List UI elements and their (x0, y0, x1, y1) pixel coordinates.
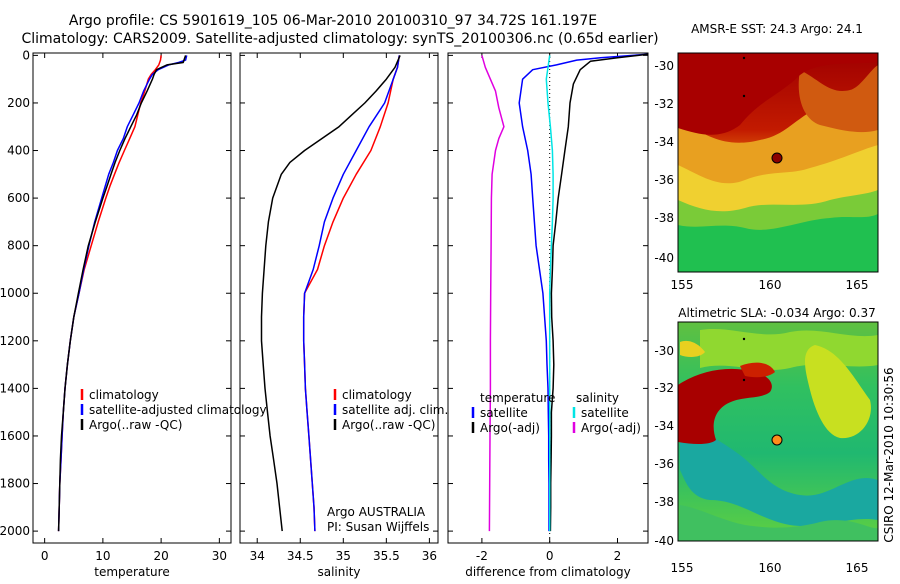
sst-map-frame (677, 52, 879, 273)
sla-xtick: 160 (759, 561, 782, 575)
x-tick-label: 0 (41, 549, 49, 563)
legend-label: Argo(-adj) (581, 421, 641, 435)
legend-label: satellite (581, 406, 629, 420)
sla-ytick: -34 (654, 419, 674, 433)
x-tick-label: 36 (422, 549, 437, 563)
sla-map-title: Altimetric SLA: -0.034 Argo: 0.37 (678, 306, 875, 320)
sst-map: AMSR-E SST: 24.3 Argo: 24.1 -30 -32 -34 … (654, 22, 879, 292)
sla-ytick: -38 (654, 495, 674, 509)
sst-map-title: AMSR-E SST: 24.3 Argo: 24.1 (691, 22, 863, 36)
sst-map-field (678, 53, 878, 272)
figure-title-line1: Argo profile: CS 5901619_105 06-Mar-2010… (69, 13, 597, 29)
salinity-panel: 34 34.5 35 35.5 36 salinity climatologysatelli… (239, 52, 448, 579)
x-tick-label: 35.5 (373, 549, 400, 563)
y-tick-label: 800 (7, 239, 30, 253)
y-tick-label: 1400 (0, 381, 30, 395)
figure-title-line2: Climatology: CARS2009. Satellite-adjuste… (21, 31, 658, 47)
plot-frame (447, 52, 649, 544)
sla-map-field (678, 322, 878, 541)
x-axis-label: temperature (94, 565, 169, 579)
sla-ytick: -36 (654, 457, 674, 471)
x-tick-label: 34.5 (287, 549, 314, 563)
y-tick-label: 1600 (0, 429, 30, 443)
legend-label: satellite (480, 406, 528, 420)
y-tick-label: 1200 (0, 334, 30, 348)
csiro-timestamp: CSIRO 12-Mar-2010 10:30:56 (882, 367, 896, 542)
y-tick-label: 600 (7, 191, 30, 205)
series-line-climatology (302, 55, 401, 532)
y-tick-label: 200 (7, 96, 30, 110)
x-tick-label: 2 (614, 549, 622, 563)
y-tick-label: 400 (7, 144, 30, 158)
legend-group-title: temperature (480, 391, 555, 405)
series-line-salinity-satellite (545, 55, 554, 532)
sla-map-frame (677, 321, 879, 542)
sst-ytick: -30 (654, 59, 674, 73)
x-tick-label: 34 (250, 549, 265, 563)
sla-map: Altimetric SLA: -0.034 Argo: 0.37 -30 -3… (654, 306, 879, 575)
x-tick-label: -2 (476, 549, 488, 563)
series-line-temperature-satellite (518, 53, 649, 532)
legend-label: climatology (342, 388, 412, 402)
y-tick-label: 1000 (0, 286, 30, 300)
sst-ytick: -32 (654, 97, 674, 111)
plot-frame (32, 52, 232, 544)
x-tick-label: 0 (546, 549, 554, 563)
sst-xtick: 160 (759, 278, 782, 292)
difference-panel: -2 0 2 difference from climatology temperatu… (447, 52, 649, 579)
legend-label: climatology (89, 388, 159, 402)
sla-track-point (742, 337, 746, 341)
sla-ytick: -32 (654, 381, 674, 395)
sla-ytick: -40 (654, 534, 674, 548)
series-line-satellite-adj-clim- (302, 55, 401, 532)
sla-track-point (742, 378, 746, 382)
series-line-argo-raw-qc- (260, 55, 401, 532)
sst-xtick: 165 (846, 278, 869, 292)
sla-xtick: 165 (846, 561, 869, 575)
series-line-salinity-argo-adj- (481, 55, 505, 532)
legend-label: satellite-adjusted climatology (89, 403, 267, 417)
sla-xtick: 155 (671, 561, 694, 575)
sst-track-point (742, 56, 746, 60)
series-line-temperature-argo-adj- (549, 53, 649, 532)
x-tick-label: 20 (153, 549, 168, 563)
sla-argo-float-marker (771, 434, 783, 446)
series-line-climatology (57, 55, 162, 532)
x-axis-label: salinity (317, 565, 360, 579)
y-tick-label: 0 (22, 48, 30, 62)
x-tick-label: 35 (336, 549, 351, 563)
sst-ytick: -40 (654, 251, 674, 265)
float-info-annotation: PI: Susan Wijffels (327, 520, 429, 534)
sst-track-point (742, 94, 746, 98)
temperature-panel: 0 10 20 30 0 200 400 600 800 1000 1200 1400 1600 1800… (0, 48, 267, 579)
sst-argo-float-marker (771, 152, 783, 164)
legend-label: Argo(..raw -QC) (89, 418, 182, 432)
sla-ytick: -30 (654, 344, 674, 358)
legend-label: satellite adj. clim. (342, 403, 448, 417)
x-axis-label: difference from climatology (465, 565, 631, 579)
legend-group-title: salinity (576, 391, 619, 405)
plot-frame (239, 52, 439, 544)
legend-label: Argo(..raw -QC) (342, 418, 435, 432)
sst-xtick: 155 (671, 278, 694, 292)
x-tick-label: 10 (95, 549, 110, 563)
y-tick-label: 2000 (0, 524, 30, 538)
series-line-argo-raw-qc- (57, 55, 187, 532)
legend-label: Argo(-adj) (480, 421, 540, 435)
sst-ytick: -34 (654, 135, 674, 149)
sst-ytick: -38 (654, 211, 674, 225)
sst-ytick: -36 (654, 173, 674, 187)
x-tick-label: 30 (212, 549, 227, 563)
float-info-annotation: Argo AUSTRALIA (327, 505, 426, 519)
y-tick-label: 1800 (0, 477, 30, 491)
